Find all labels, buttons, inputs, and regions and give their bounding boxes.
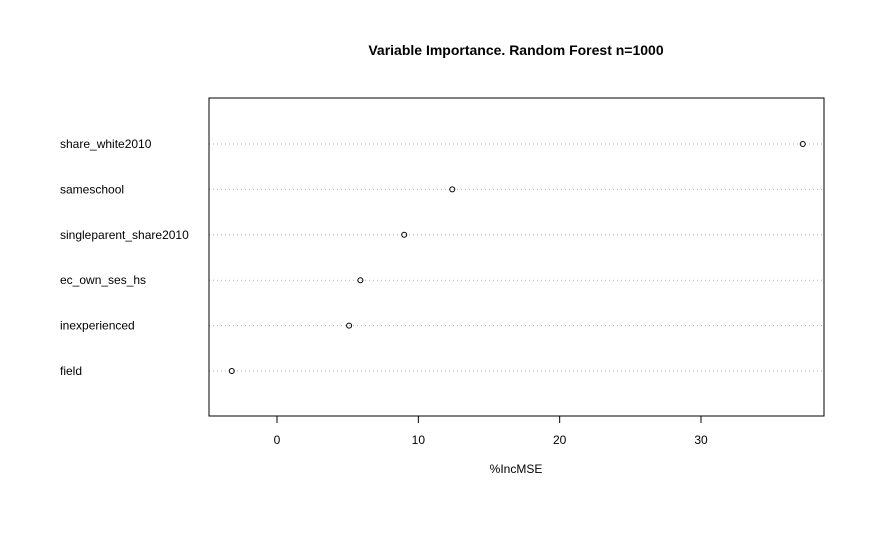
importance-point — [401, 231, 408, 238]
x-axis-title: %IncMSE — [490, 462, 543, 476]
variable-label: ec_own_ses_hs — [60, 273, 146, 287]
importance-point — [449, 186, 456, 193]
x-tick-label: 20 — [553, 433, 567, 447]
variable-label: share_white2010 — [60, 137, 152, 151]
x-tick-label: 0 — [274, 433, 281, 447]
variable-label: singleparent_share2010 — [60, 228, 189, 242]
importance-point — [799, 141, 806, 147]
variable-labels: share_white2010 sameschool singleparent_sh… — [60, 137, 189, 378]
variable-label: inexperienced — [60, 319, 135, 333]
x-tick-label: 30 — [694, 433, 708, 447]
chart-title: Variable Importance. Random Forest n=100… — [368, 42, 663, 58]
x-axis: 0 10 20 30 — [274, 415, 708, 447]
plot-frame — [208, 97, 825, 417]
variable-label: sameschool — [60, 182, 124, 196]
variable-label: field — [60, 364, 82, 378]
importance-point — [346, 322, 353, 329]
importance-point — [228, 368, 235, 374]
guide-lines — [209, 143, 824, 372]
importance-points — [228, 141, 806, 374]
importance-point — [357, 277, 364, 284]
x-tick-label: 10 — [412, 433, 426, 447]
